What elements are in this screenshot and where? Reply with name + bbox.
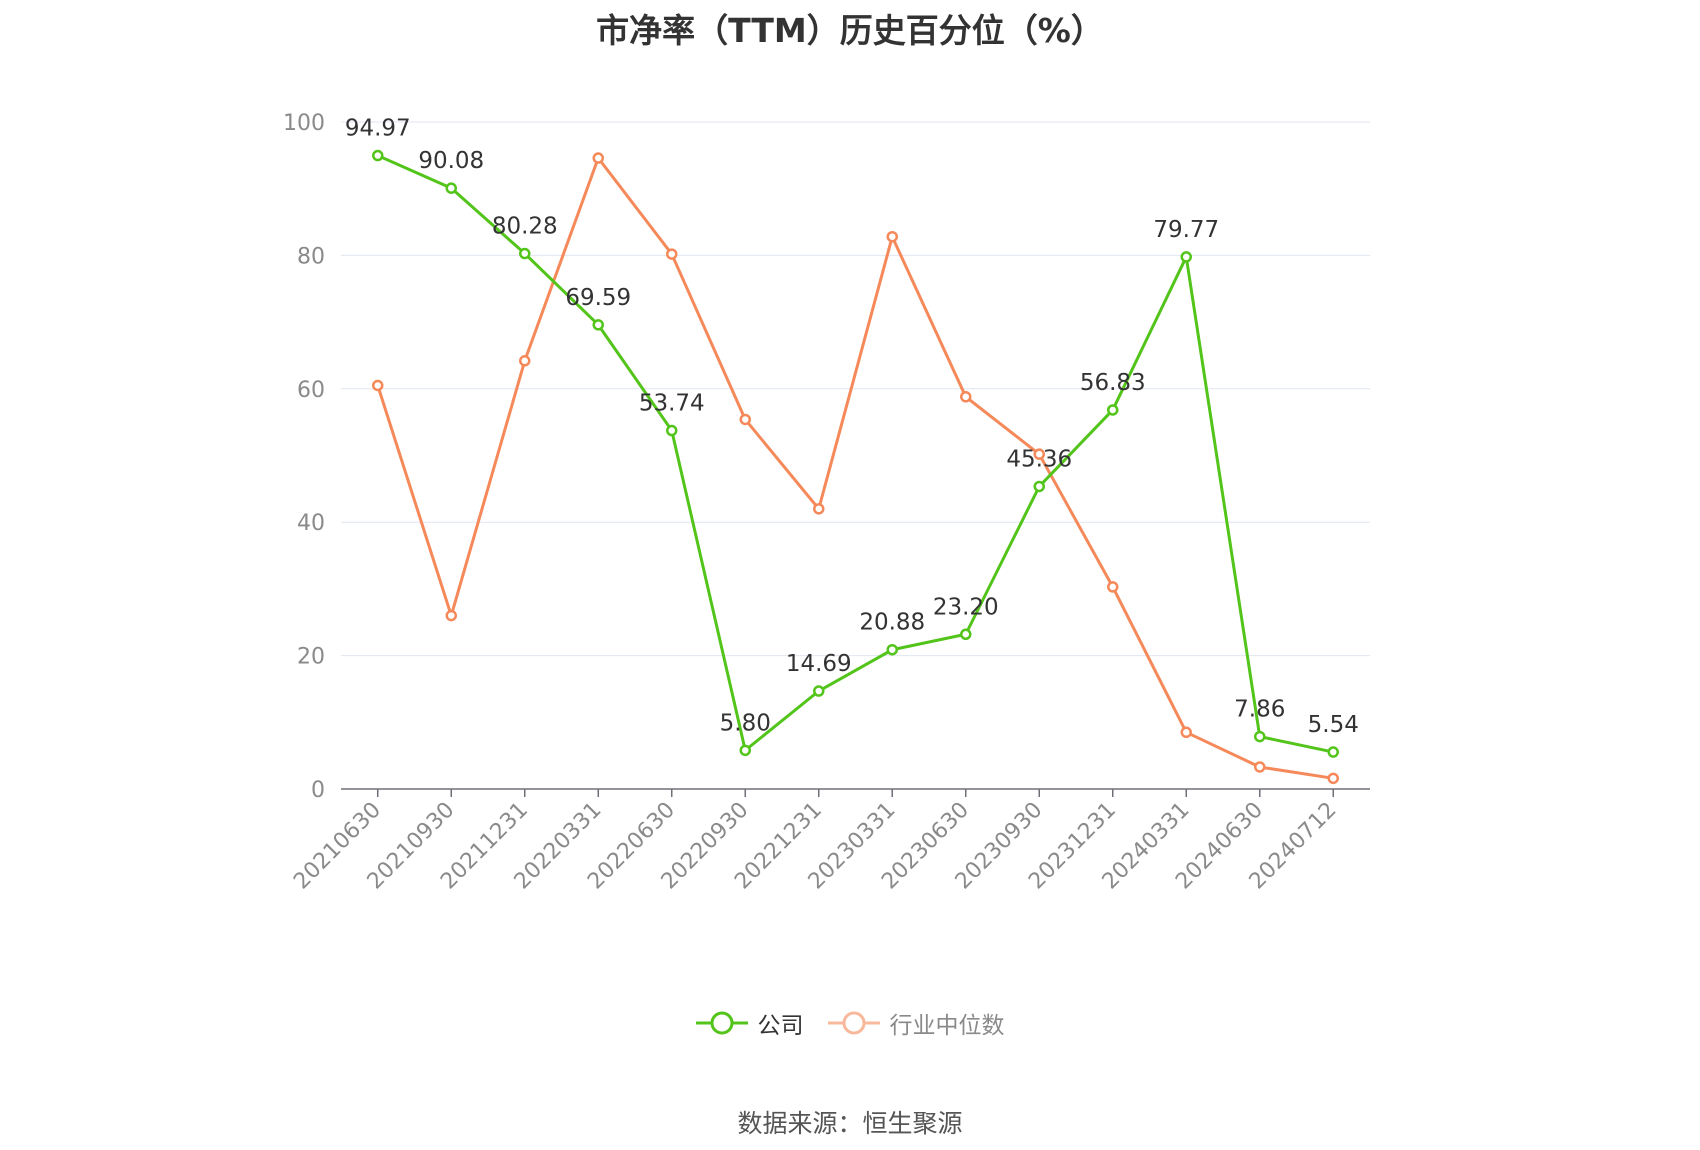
data-label: 53.74	[639, 391, 705, 417]
company-point	[1327, 746, 1339, 758]
industry-point	[1180, 726, 1192, 739]
data-label: 23.20	[933, 594, 999, 620]
industry-point	[886, 230, 898, 243]
series-company	[372, 149, 1339, 758]
y-tick-label: 40	[297, 511, 325, 536]
company-point	[1254, 730, 1266, 743]
industry-point	[372, 379, 384, 392]
series-industry	[372, 152, 1339, 785]
company-point	[445, 182, 457, 194]
industry-point	[739, 413, 751, 426]
data-label: 5.54	[1308, 712, 1359, 738]
data-source: 数据来源：恒生聚源	[737, 1109, 963, 1138]
data-label: 80.28	[492, 214, 558, 240]
industry-point	[445, 609, 457, 622]
data-label: 56.83	[1080, 370, 1146, 396]
data-label: 14.69	[786, 651, 852, 677]
y-tick-label: 0	[311, 778, 325, 803]
data-label: 69.59	[565, 285, 631, 311]
legend-company-marker	[695, 1011, 748, 1035]
y-tick-label: 100	[283, 111, 325, 136]
x-axis-ticks: 2021063020210930202112312022033120220630…	[289, 789, 1341, 894]
data-label: 94.97	[345, 116, 411, 142]
company-point	[813, 685, 825, 697]
company-point	[1033, 480, 1045, 493]
y-axis-ticks: 0 20 40 60 80 100	[283, 111, 325, 803]
industry-point	[519, 355, 531, 367]
data-label: 90.08	[418, 148, 484, 174]
y-tick-label: 80	[297, 244, 325, 269]
industry-point	[1033, 448, 1045, 460]
data-label: 7.86	[1234, 697, 1285, 723]
company-point	[1107, 404, 1119, 416]
company-point	[372, 149, 384, 162]
industry-point	[666, 248, 678, 260]
company-point	[739, 744, 751, 757]
company-point	[960, 628, 972, 641]
y-tick-label: 60	[297, 378, 325, 403]
industry-point	[1254, 761, 1266, 773]
company-point	[886, 643, 898, 656]
legend-industry-marker	[827, 1011, 880, 1035]
industry-point	[813, 503, 825, 515]
industry-point	[960, 391, 972, 403]
grid-lines	[341, 121, 1370, 657]
industry-point	[1327, 772, 1339, 785]
industry-line	[376, 156, 1334, 780]
legend-item-company[interactable]: 公司	[695, 1006, 804, 1040]
industry-point	[592, 152, 604, 164]
company-point	[519, 247, 531, 260]
data-label: 45.36	[1006, 446, 1072, 472]
legend: 公司 行业中位数	[0, 1006, 1700, 1040]
data-label: 79.77	[1153, 217, 1219, 243]
y-tick-label: 20	[297, 645, 325, 670]
chart-title: 市净率（TTM）历史百分位（%）	[596, 11, 1104, 50]
industry-point	[1107, 581, 1119, 593]
company-point	[592, 319, 604, 331]
data-label: 20.88	[859, 610, 925, 636]
data-labels: 94.97 90.08 80.28 69.59 53.74 5.80 14.69 20.88 2…	[345, 116, 1359, 738]
legend-label-company: 公司	[757, 1013, 804, 1039]
legend-item-industry[interactable]: 行业中位数	[827, 1006, 1005, 1040]
company-line	[377, 154, 1334, 754]
data-label: 5.80	[720, 710, 771, 736]
company-point	[666, 424, 678, 437]
legend-label-industry: 行业中位数	[889, 1013, 1005, 1039]
company-point	[1180, 251, 1192, 263]
